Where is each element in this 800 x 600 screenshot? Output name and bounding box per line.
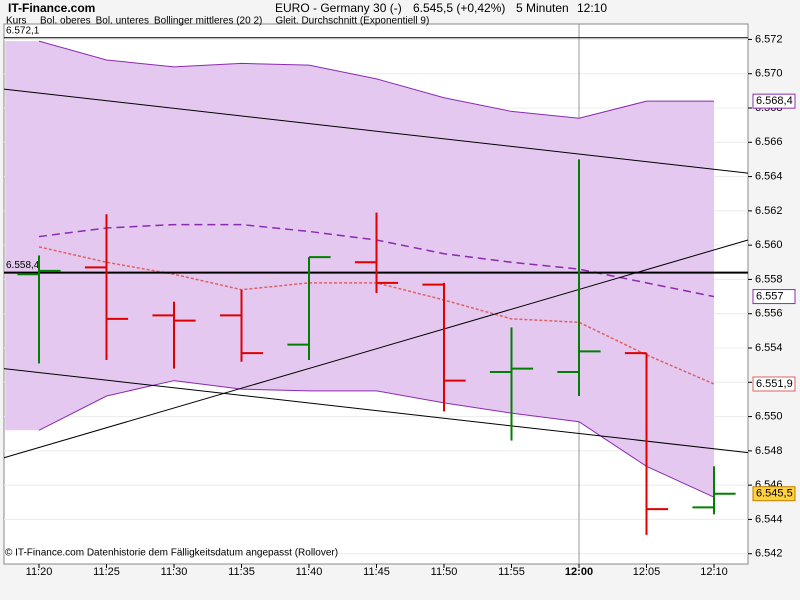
source: IT-Finance.com — [8, 1, 95, 15]
y-tick-label: 6.570 — [755, 68, 783, 80]
y-tick-label: 6.566 — [755, 136, 783, 148]
y-tick-label: 6.556 — [755, 308, 783, 320]
bollinger-band — [5, 41, 714, 498]
horizontal-line-label: 6.572,1 — [6, 25, 40, 36]
x-tick-label: 11:35 — [228, 566, 255, 578]
y-tick-label: 6.548 — [755, 445, 783, 457]
legend-price: Kurs — [6, 16, 27, 27]
value-label-box — [752, 486, 796, 502]
footer: © IT-Finance.com Datenhistorie dem Fälli… — [5, 548, 338, 559]
y-tick-label: 6.542 — [755, 548, 783, 560]
legend: Bol. oberes Bol. unteres Bollinger mittler… — [40, 16, 429, 27]
value-label-box — [752, 93, 796, 109]
chart-title: EURO - Germany 30 (-) — [275, 1, 402, 15]
x-tick-label: 11:20 — [26, 566, 53, 578]
value-label: 6.551,9 — [756, 378, 793, 390]
value-label: 6.568,4 — [756, 95, 793, 107]
value-label-box — [752, 376, 796, 392]
series-line — [38, 40, 714, 119]
trendline — [3, 368, 749, 454]
x-tick-label: 11:45 — [363, 566, 390, 578]
interval: 5 Minuten — [516, 1, 569, 15]
y-tick-label: 6.544 — [755, 513, 783, 525]
y-tick-label: 6.558 — [755, 273, 783, 285]
trendline — [3, 239, 749, 459]
x-tick-label: 12:00 — [565, 566, 593, 578]
legend-entry: Bol. unteres — [96, 16, 149, 27]
y-tick-label: 6.550 — [755, 410, 783, 422]
y-tick-label: 6.554 — [755, 342, 783, 354]
legend-entry: Bollinger mittleres (20 2) — [154, 16, 262, 27]
horizontal-line-label: 6.558,4 — [6, 260, 40, 271]
value-label: 6.557 — [756, 290, 784, 302]
plot: 6.5426.5446.5466.5486.5506.5526.5546.556… — [3, 24, 796, 578]
y-tick-label: 6.562 — [755, 205, 783, 217]
legend-entry: Gleit. Durchschnitt (Exponentiell 9) — [275, 16, 429, 27]
x-tick-label: 11:30 — [161, 566, 188, 578]
legend-entry: Bol. oberes — [40, 16, 91, 27]
y-tick-label: 6.572 — [755, 33, 783, 45]
value-label-box — [752, 289, 796, 305]
x-tick-label: 11:40 — [296, 566, 323, 578]
x-tick-label: 11:25 — [93, 566, 120, 578]
quote: 6.545,5 (+0,42%) — [413, 1, 505, 15]
x-tick-label: 12:05 — [633, 566, 661, 578]
x-tick-label: 11:50 — [431, 566, 458, 578]
trendline — [3, 88, 749, 174]
x-tick-label: 12:10 — [700, 566, 728, 578]
value-label: 6.545,5 — [756, 488, 793, 500]
x-tick-label: 11:55 — [498, 566, 525, 578]
time: 12:10 — [577, 1, 607, 15]
y-tick-label: 6.564 — [755, 170, 783, 182]
y-tick-label: 6.560 — [755, 239, 783, 251]
